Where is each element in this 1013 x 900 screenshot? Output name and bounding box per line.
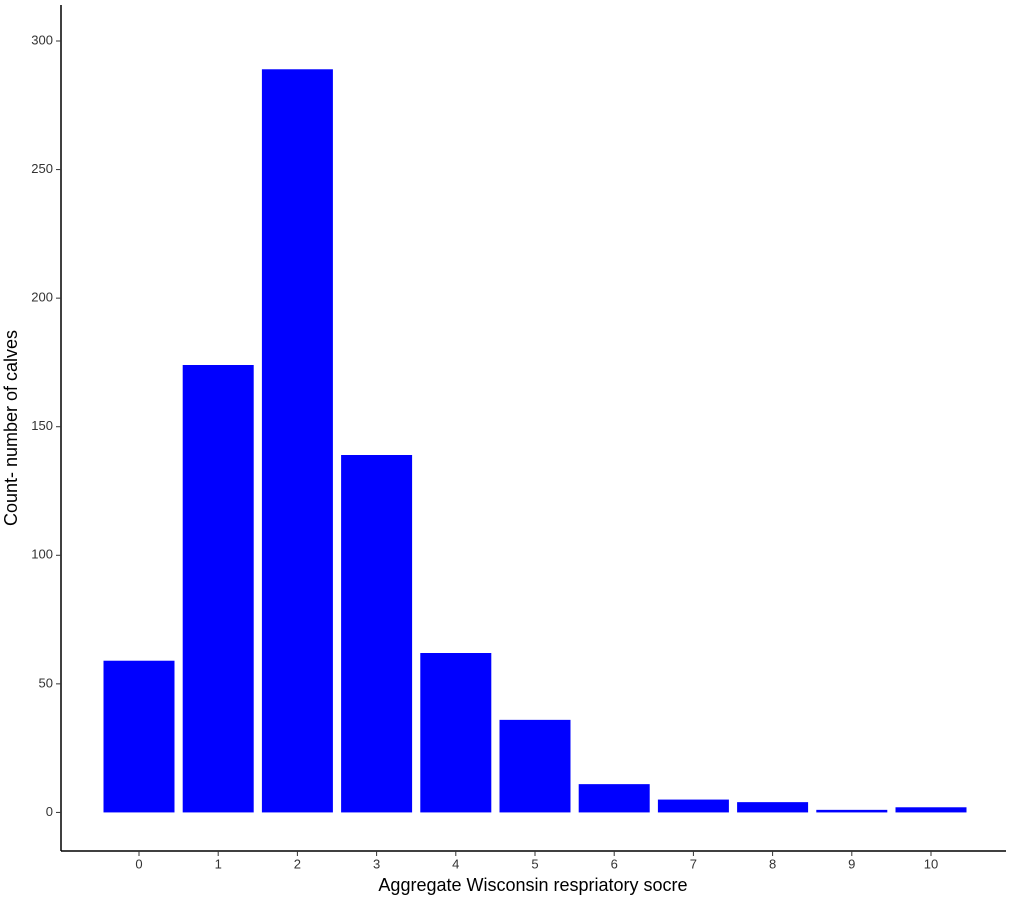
x-tick-label: 1 — [215, 856, 222, 871]
bar — [816, 809, 888, 813]
x-tick-label: 2 — [294, 856, 301, 871]
y-tick-label: 300 — [31, 32, 53, 47]
x-tick-label: 3 — [373, 856, 380, 871]
bar — [103, 660, 175, 813]
y-tick-label: 50 — [39, 675, 53, 690]
bar — [737, 802, 809, 813]
y-tick-label: 0 — [46, 804, 53, 819]
bar — [578, 784, 650, 813]
x-tick-label: 8 — [769, 856, 776, 871]
bar — [499, 719, 571, 813]
y-axis-title: Count- number of calves — [1, 330, 21, 526]
x-tick-label: 9 — [848, 856, 855, 871]
bar — [895, 807, 967, 813]
y-tick-label: 150 — [31, 418, 53, 433]
x-tick-label: 5 — [531, 856, 538, 871]
x-tick-label: 4 — [452, 856, 459, 871]
x-tick-label: 10 — [924, 856, 938, 871]
bar — [182, 365, 254, 813]
y-tick-label: 100 — [31, 547, 53, 562]
bar — [420, 653, 492, 813]
y-tick-label: 200 — [31, 290, 53, 305]
bar — [261, 69, 333, 813]
y-tick-label: 250 — [31, 161, 53, 176]
bar — [657, 799, 729, 813]
bar — [341, 455, 413, 813]
x-tick-label: 6 — [611, 856, 618, 871]
x-tick-label: 7 — [690, 856, 697, 871]
x-axis-title: Aggregate Wisconsin respriatory socre — [378, 875, 687, 895]
x-tick-label: 0 — [135, 856, 142, 871]
